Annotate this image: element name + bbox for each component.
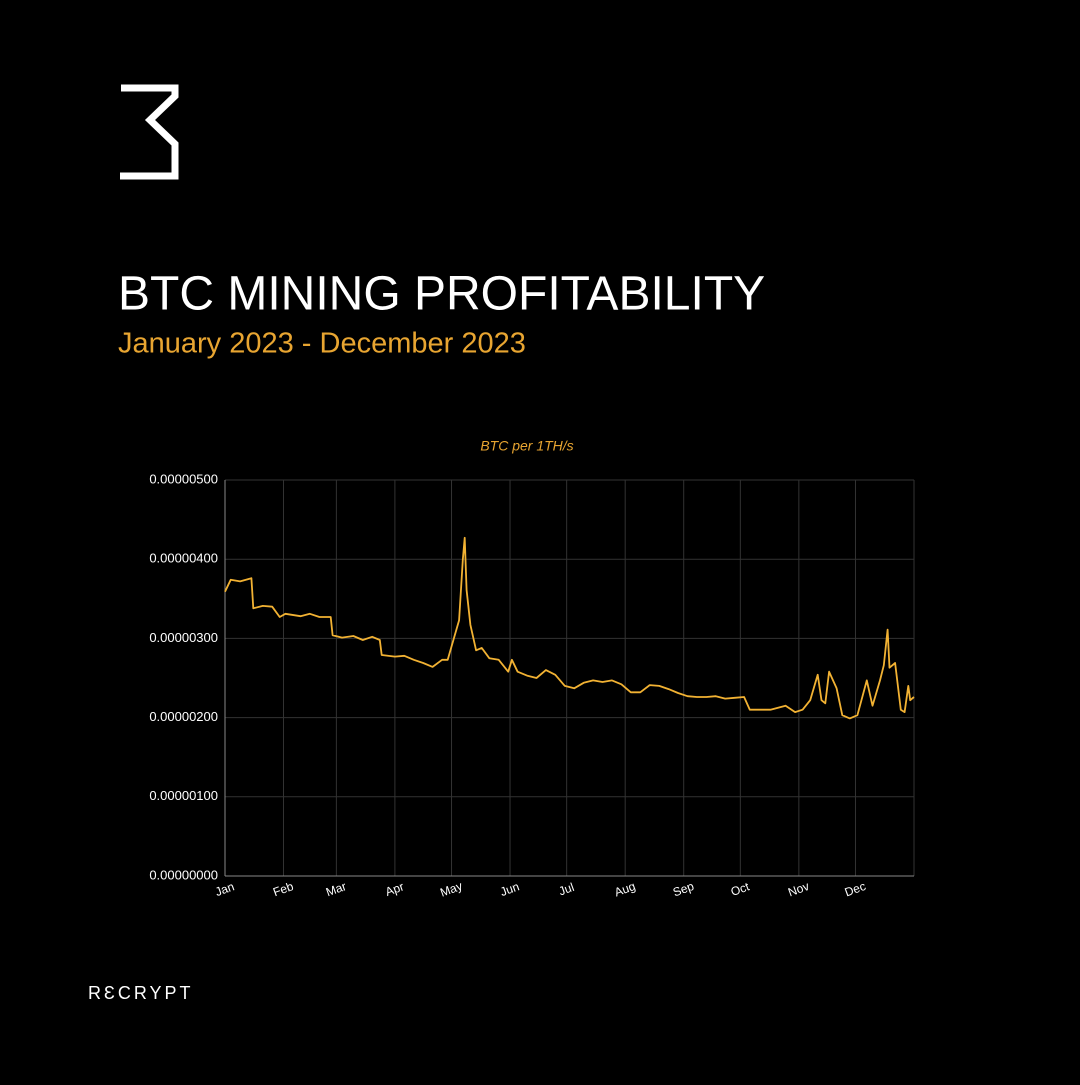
x-tick-label: Feb [271, 879, 296, 899]
y-tick-label: 0.00000500 [149, 471, 218, 486]
x-tick-label: May [438, 879, 464, 900]
y-tick-label: 0.00000300 [149, 630, 218, 645]
x-tick-label: Nov [786, 879, 811, 899]
x-tick-label: Apr [383, 879, 405, 899]
y-tick-label: 0.00000000 [149, 867, 218, 882]
x-tick-label: Oct [729, 879, 752, 899]
chart-subtitle: January 2023 - December 2023 [118, 328, 526, 360]
data-line [224, 536, 915, 720]
x-tick-label: Mar [324, 879, 348, 899]
logo [120, 84, 179, 180]
chart-title: BTC MINING PROFITABILITY [118, 268, 765, 321]
x-tick-label: Jun [498, 879, 521, 899]
x-tick-label: Sep [671, 879, 696, 900]
x-tick-label: Jul [557, 880, 576, 898]
y-tick-label: 0.00000400 [149, 551, 218, 566]
legend-label: BTC per 1TH/s [480, 438, 573, 454]
y-tick-label: 0.00000100 [149, 788, 218, 803]
x-tick-label: Dec [843, 879, 868, 899]
brand: RƐCRYPT [88, 983, 194, 1003]
y-tick-label: 0.00000200 [149, 709, 218, 724]
x-tick-label: Aug [612, 879, 637, 899]
x-tick-label: Jan [213, 879, 236, 899]
